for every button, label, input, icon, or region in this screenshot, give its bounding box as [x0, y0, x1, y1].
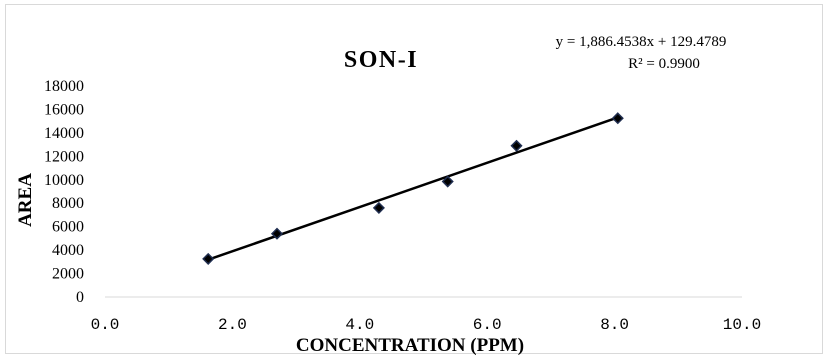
- x-tick-label: 8.0: [600, 316, 629, 334]
- x-tick-label: 10.0: [723, 316, 761, 334]
- data-point: [611, 112, 624, 125]
- x-tick-label: 4.0: [345, 316, 374, 334]
- chart-title: SON-I: [344, 47, 418, 73]
- data-point: [510, 139, 523, 152]
- y-tick-label: 10000: [44, 172, 84, 189]
- trendline: [207, 116, 619, 261]
- y-axis-title: AREA: [15, 173, 36, 227]
- y-tick-label: 4000: [52, 242, 84, 259]
- y-tick-label: 8000: [52, 195, 84, 212]
- y-tick-label: 18000: [44, 78, 84, 95]
- x-axis-title: CONCENTRATION (PPM): [296, 335, 524, 356]
- x-tick-label: 2.0: [218, 316, 247, 334]
- y-tick-label: 12000: [44, 148, 84, 165]
- data-point: [372, 201, 385, 214]
- y-tick-label: 16000: [44, 101, 84, 118]
- x-tick-label: 0.0: [91, 316, 120, 334]
- data-point: [202, 252, 215, 265]
- y-tick-label: 6000: [52, 219, 84, 236]
- data-point: [441, 175, 454, 188]
- trendline-r-squared: R² = 0.9900: [628, 56, 700, 72]
- y-tick-label: 0: [76, 289, 84, 306]
- x-tick-label: 6.0: [473, 316, 502, 334]
- y-tick-label: 14000: [44, 125, 84, 142]
- data-point: [270, 227, 284, 240]
- plot-area: 0 2000 4000 6000 8000 10000 12000 14000 16000 180…: [44, 78, 761, 334]
- y-tick-label: 2000: [52, 266, 84, 283]
- trendline-equation: y = 1,886.4538x + 129.4789: [556, 34, 727, 50]
- chart-frame: [5, 4, 823, 354]
